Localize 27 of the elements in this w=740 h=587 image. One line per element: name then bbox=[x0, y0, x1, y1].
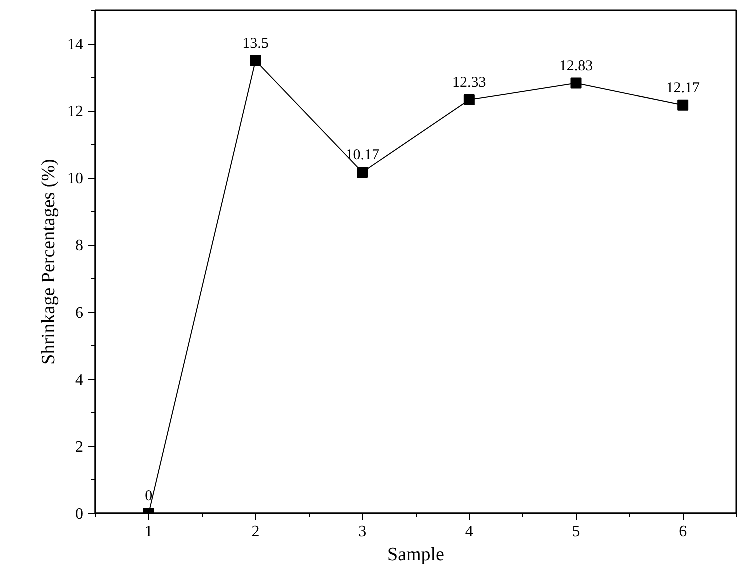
y-tick-label: 14 bbox=[68, 36, 84, 54]
data-label: 10.17 bbox=[346, 147, 380, 164]
y-tick-label: 2 bbox=[76, 438, 84, 456]
x-tick-label: 3 bbox=[358, 524, 367, 540]
y-tick-label: 8 bbox=[76, 238, 84, 255]
x-tick-label: 2 bbox=[252, 524, 260, 540]
point bbox=[570, 78, 582, 89]
y-tick-label: 4 bbox=[76, 372, 84, 389]
y-tick-label: 6 bbox=[76, 304, 84, 322]
x-axis-title: Sample bbox=[388, 544, 445, 566]
point bbox=[250, 55, 262, 66]
data-label: 12.17 bbox=[666, 80, 700, 96]
point bbox=[464, 94, 475, 106]
y-axis-title: Shrinkage Percentages (%) bbox=[38, 159, 60, 365]
y-tick-label: 12 bbox=[68, 104, 84, 121]
data-label: 12.83 bbox=[559, 58, 594, 74]
point bbox=[357, 166, 368, 178]
data-label: 0 bbox=[145, 488, 153, 504]
data-label: 12.33 bbox=[452, 75, 486, 92]
data-label: 13.5 bbox=[242, 36, 269, 52]
x-tick-label: 4 bbox=[465, 524, 474, 540]
point bbox=[678, 100, 689, 111]
y-tick-label: 0 bbox=[76, 506, 84, 523]
x-tick-label: 5 bbox=[572, 524, 580, 540]
y-tick-label: 10 bbox=[68, 170, 84, 188]
x-tick-label: 6 bbox=[679, 524, 688, 540]
x-tick-label: 1 bbox=[144, 524, 153, 540]
